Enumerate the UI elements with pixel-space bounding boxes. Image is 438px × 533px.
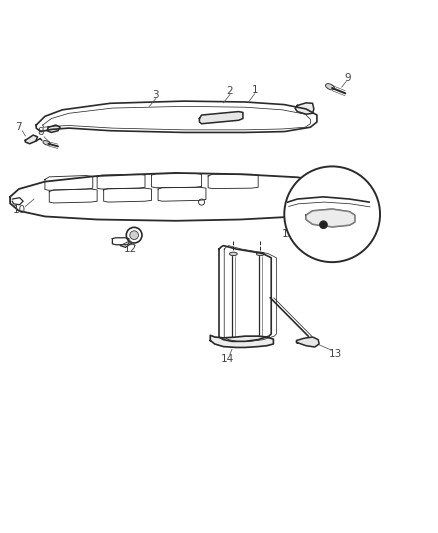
Text: 8: 8 — [37, 127, 44, 138]
Text: 16: 16 — [360, 222, 374, 232]
Circle shape — [284, 166, 380, 262]
Text: 9: 9 — [344, 74, 351, 84]
Polygon shape — [25, 135, 38, 144]
Circle shape — [130, 231, 138, 239]
Text: 12: 12 — [124, 244, 137, 254]
Text: 1: 1 — [251, 85, 258, 95]
Ellipse shape — [325, 84, 335, 90]
Text: 13: 13 — [329, 349, 342, 359]
Polygon shape — [47, 125, 60, 133]
Text: 14: 14 — [221, 354, 234, 364]
Polygon shape — [199, 111, 243, 124]
Ellipse shape — [230, 252, 237, 256]
Text: 7: 7 — [15, 122, 22, 132]
Text: 15: 15 — [282, 229, 295, 239]
Polygon shape — [210, 335, 273, 348]
Polygon shape — [297, 337, 319, 347]
Polygon shape — [295, 103, 314, 114]
Text: 10: 10 — [13, 205, 26, 215]
Ellipse shape — [256, 252, 264, 256]
Text: 3: 3 — [152, 90, 159, 100]
Text: 2: 2 — [226, 86, 233, 95]
Circle shape — [320, 221, 327, 229]
Polygon shape — [306, 209, 355, 227]
Ellipse shape — [43, 141, 50, 145]
